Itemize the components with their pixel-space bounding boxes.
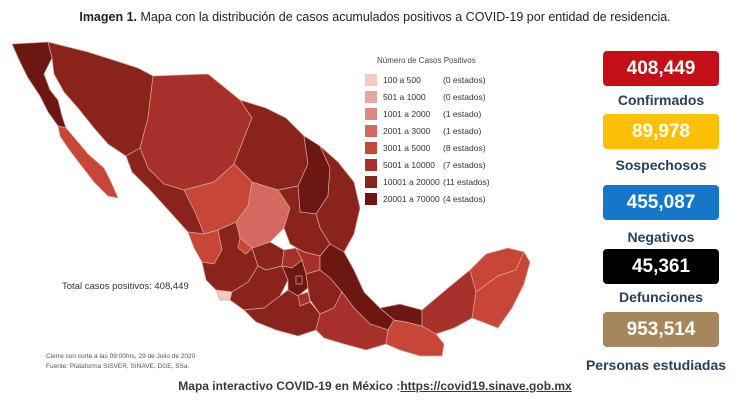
legend-item: 1001 a 2000 (1 estado)	[365, 107, 555, 122]
suspected-label: Sospechosos	[615, 157, 707, 173]
legend-item: 3001 a 5000 (8 estados)	[365, 141, 555, 156]
interactive-map-url[interactable]: https://covid19.sinave.gob.mx	[400, 379, 572, 393]
legend-count: (1 estado)	[443, 126, 482, 137]
legend-swatch	[365, 176, 377, 189]
state-aguascalientes[interactable]	[237, 237, 253, 255]
confirmed-value-box: 408,449	[603, 51, 719, 86]
legend-count: (0 estados)	[443, 92, 486, 103]
legend-item: 501 a 1000 (0 estados)	[365, 90, 555, 105]
negative-value: 455,087	[626, 191, 696, 213]
legend-item: 5001 a 10000 (7 estados)	[365, 158, 555, 173]
cutoff-note: Cierre con corte a las 09:00hrs, 29 de J…	[46, 353, 196, 360]
legend-swatch	[365, 193, 377, 206]
legend-range: 3001 a 5000	[383, 143, 431, 154]
confirmed-value: 408,449	[626, 57, 696, 79]
state-cdmx[interactable]	[295, 275, 303, 285]
negative-label: Negativos	[627, 229, 695, 245]
legend-swatch	[365, 108, 377, 121]
deaths-label: Defunciones	[618, 289, 703, 305]
people-studied-value: 953,514	[626, 318, 696, 340]
legend-swatch	[365, 125, 377, 138]
legend-count: (7 estados)	[443, 160, 486, 171]
mexico-map: Número de Casos Positivos 100 a 500 (0 e…	[8, 38, 568, 358]
legend-title: Número de Casos Positivos	[377, 56, 476, 65]
state-campeche[interactable]	[421, 269, 477, 335]
interactive-map-link-row: Mapa interactivo COVID-19 en México :htt…	[0, 379, 750, 393]
legend-range: 100 a 500	[383, 75, 421, 86]
legend-range: 501 a 1000	[383, 92, 426, 103]
source-note: Fuente: Plataforma SISVER, SINAVE, DGE, …	[46, 363, 190, 370]
interactive-map-prefix: Mapa interactivo COVID-19 en México :	[178, 379, 401, 393]
state-baja-california-sur[interactable]	[57, 125, 119, 199]
total-positive-cases: Total casos positivos: 408,449	[62, 281, 189, 292]
suspected-value-box: 89,978	[603, 114, 719, 149]
state-sonora[interactable]	[47, 41, 154, 157]
legend-range: 1001 a 2000	[383, 109, 431, 120]
mexico-map-svg	[11, 41, 531, 357]
legend-swatch	[365, 142, 377, 155]
people-studied-value-box: 953,514	[603, 312, 719, 347]
deaths-value: 45,361	[631, 255, 691, 277]
state-colima[interactable]	[215, 289, 233, 301]
legend-swatch	[365, 159, 377, 172]
legend-swatch	[365, 91, 377, 104]
deaths-value-box: 45,361	[603, 249, 719, 284]
figure-label: Imagen 1.	[79, 10, 138, 24]
legend-swatch	[365, 74, 377, 87]
state-guerrero[interactable]	[243, 289, 321, 337]
legend-count: (1 estado)	[443, 109, 482, 120]
state-quintana-roo[interactable]	[471, 251, 531, 329]
legend-count: (4 estados)	[443, 194, 486, 205]
state-baja-california[interactable]	[11, 41, 67, 129]
legend-range: 10001 a 20000	[383, 177, 440, 188]
legend-item: 2001 a 3000 (1 estado)	[365, 124, 555, 139]
figure-caption: Imagen 1. Mapa con la distribución de ca…	[0, 10, 750, 24]
legend-item: 100 a 500 (0 estados)	[365, 73, 555, 88]
figure-title: Mapa con la distribución de casos acumul…	[140, 10, 671, 24]
legend-range: 5001 a 10000	[383, 160, 435, 171]
negative-value-box: 455,087	[603, 185, 719, 220]
legend-range: 2001 a 3000	[383, 126, 431, 137]
legend-item: 10001 a 20000 (11 estados)	[365, 175, 555, 190]
legend-count: (11 estados)	[443, 177, 490, 188]
confirmed-label: Confirmados	[617, 92, 705, 108]
people-studied-label: Personas estudiadas	[585, 357, 727, 373]
suspected-value: 89,978	[631, 120, 691, 142]
legend-item: 20001 a 70000 (4 estados)	[365, 192, 555, 207]
legend-count: (0 estados)	[443, 75, 486, 86]
legend-count: (8 estados)	[443, 143, 486, 154]
map-legend: Número de Casos Positivos 100 a 500 (0 e…	[365, 56, 555, 209]
legend-range: 20001 a 70000	[383, 194, 440, 205]
